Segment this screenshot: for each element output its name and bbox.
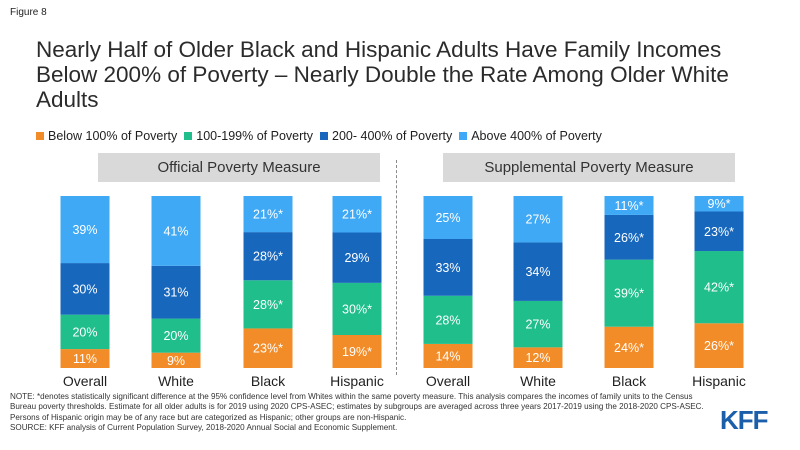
data-label: 28%	[435, 313, 460, 327]
bar-official-white-above-400-of-poverty	[151, 196, 201, 266]
data-label: 24%*	[614, 341, 644, 355]
legend-label: 200- 400% of Poverty	[332, 129, 453, 143]
data-label: 21%*	[253, 208, 283, 222]
bar-official-white-100-199-of-poverty	[151, 318, 201, 353]
legend-item: Below 100% of Poverty	[36, 129, 177, 143]
data-label: 39%	[72, 223, 97, 237]
legend-swatch-below-100	[36, 132, 44, 140]
category-label: White	[520, 373, 556, 389]
data-label: 26%*	[704, 339, 734, 353]
data-label: 20%	[163, 329, 188, 343]
bar-official-overall-below-100-of-poverty	[60, 349, 110, 368]
bar-official-hispanic-above-400-of-poverty	[332, 196, 382, 233]
data-label: 30%	[72, 282, 97, 296]
data-label: 11%	[73, 352, 97, 366]
legend: Below 100% of Poverty 100-199% of Povert…	[36, 129, 609, 143]
data-label: 11%*	[615, 199, 644, 213]
category-label: Overall	[63, 373, 107, 389]
bar-supplemental-hispanic-200-400-of-poverty	[694, 211, 744, 252]
category-label: Black	[251, 373, 286, 389]
data-label: 26%*	[614, 231, 644, 245]
data-label: 9%	[167, 354, 185, 368]
data-label: 30%*	[342, 302, 372, 316]
data-label: 25%	[435, 211, 460, 225]
legend-item: Above 400% of Poverty	[459, 129, 602, 143]
bar-supplemental-white-above-400-of-poverty	[513, 196, 563, 243]
bar-official-overall-200-400-of-poverty	[60, 263, 110, 315]
bar-supplemental-hispanic-above-400-of-poverty	[694, 196, 744, 212]
bar-official-white-200-400-of-poverty	[151, 265, 201, 319]
bar-official-black-above-400-of-poverty	[243, 196, 293, 233]
legend-swatch-100-199	[184, 132, 193, 140]
bar-supplemental-overall-above-400-of-poverty	[423, 196, 473, 239]
category-label: Overall	[426, 373, 470, 389]
bar-supplemental-overall-100-199-of-poverty	[423, 295, 473, 344]
data-label: 12%	[525, 351, 550, 365]
bar-official-overall-100-199-of-poverty	[60, 314, 110, 350]
note-text: NOTE: *denotes statistically significant…	[10, 392, 704, 422]
data-label: 23%*	[704, 225, 734, 239]
footnotes: NOTE: *denotes statistically significant…	[10, 392, 712, 433]
category-label: White	[158, 373, 194, 389]
data-label: 20%	[72, 325, 97, 339]
bar-official-hispanic-100-199-of-poverty	[332, 282, 382, 335]
bar-supplemental-black-below-100-of-poverty	[604, 326, 654, 368]
bar-supplemental-black-above-400-of-poverty	[604, 196, 654, 215]
legend-swatch-200-400	[320, 132, 328, 140]
data-label: 34%	[525, 265, 550, 279]
bar-official-white-below-100-of-poverty	[151, 352, 201, 368]
data-label: 9%*	[708, 197, 731, 211]
legend-item: 200- 400% of Poverty	[320, 129, 452, 143]
bar-supplemental-white-below-100-of-poverty	[513, 347, 563, 368]
bar-supplemental-hispanic-below-100-of-poverty	[694, 323, 744, 368]
data-label: 27%	[525, 213, 550, 227]
data-label: 21%*	[342, 208, 372, 222]
source-text: SOURCE: KFF analysis of Current Populati…	[10, 422, 398, 432]
legend-label: Above 400% of Poverty	[471, 129, 602, 143]
bar-supplemental-white-100-199-of-poverty	[513, 300, 563, 348]
data-label: 31%	[163, 286, 188, 300]
bar-official-black-200-400-of-poverty	[243, 232, 293, 281]
category-label: Black	[612, 373, 647, 389]
legend-swatch-above-400	[459, 132, 468, 140]
data-label: 39%*	[614, 287, 644, 301]
data-label: 28%*	[253, 250, 283, 264]
category-label: Hispanic	[330, 373, 384, 389]
data-label: 41%	[163, 224, 188, 238]
kff-logo: KFF	[720, 405, 769, 435]
data-label: 27%	[525, 318, 550, 332]
legend-label: 100-199% of Poverty	[196, 129, 313, 143]
panel-divider	[396, 160, 397, 375]
data-label: 28%*	[253, 298, 283, 312]
data-label: 14%	[435, 349, 460, 363]
bar-supplemental-white-200-400-of-poverty	[513, 242, 563, 301]
bar-supplemental-black-200-400-of-poverty	[604, 214, 654, 260]
chart-title: Nearly Half of Older Black and Hispanic …	[36, 37, 729, 112]
data-label: 42%*	[704, 281, 734, 295]
bar-official-black-below-100-of-poverty	[243, 328, 293, 368]
official-panel-header: Official Poverty Measure	[98, 153, 380, 182]
data-label: 33%	[435, 261, 460, 275]
bar-supplemental-black-100-199-of-poverty	[604, 259, 654, 327]
category-label: Hispanic	[692, 373, 746, 389]
bar-supplemental-hispanic-100-199-of-poverty	[694, 251, 744, 324]
figure-label: Figure 8	[10, 7, 47, 18]
bar-official-overall-above-400-of-poverty	[60, 196, 110, 264]
data-label: 29%	[344, 251, 369, 265]
bar-supplemental-overall-200-400-of-poverty	[423, 239, 473, 296]
bar-official-black-100-199-of-poverty	[243, 280, 293, 329]
legend-label: Below 100% of Poverty	[48, 129, 178, 143]
legend-item: 100-199% of Poverty	[184, 129, 313, 143]
data-label: 23%*	[253, 342, 283, 356]
bar-official-hispanic-below-100-of-poverty	[332, 334, 382, 368]
bar-official-hispanic-200-400-of-poverty	[332, 232, 382, 283]
data-label: 19%*	[342, 345, 372, 359]
supplemental-panel-header: Supplemental Poverty Measure	[443, 153, 735, 182]
bar-supplemental-overall-below-100-of-poverty	[423, 343, 473, 368]
